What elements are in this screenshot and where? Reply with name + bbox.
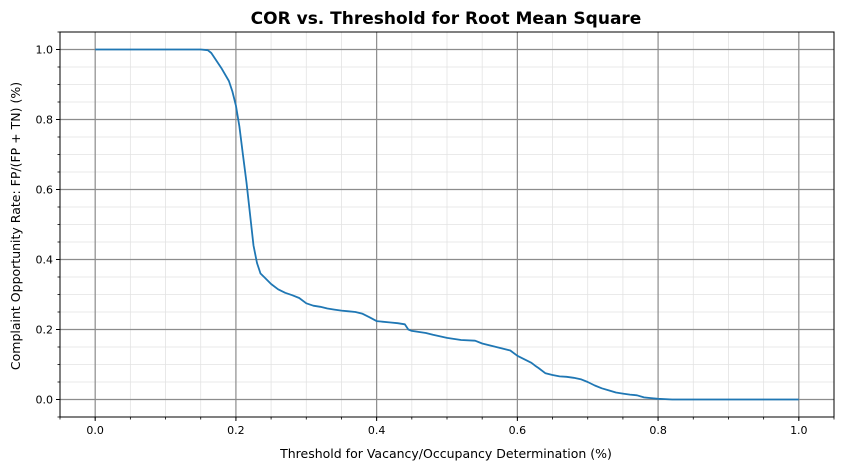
y-axis-label: Complaint Opportunity Rate: FP/(FP + TN)…	[8, 82, 23, 370]
x-axis-label: Threshold for Vacancy/Occupancy Determin…	[279, 446, 612, 461]
x-tick-label: 0.8	[649, 424, 667, 437]
x-tick-label: 0.6	[509, 424, 527, 437]
y-tick-label: 0.0	[36, 394, 54, 407]
ticks: 0.0 0.2 0.4 0.6 0.8 1.0 0.0 0.2 0.4 0.6 0.8 1.0	[36, 31, 835, 437]
x-tick-label: 0.4	[368, 424, 386, 437]
x-tick-label: 0.0	[86, 424, 104, 437]
series-line	[95, 48, 799, 401]
y-tick-label: 1.0	[36, 44, 54, 57]
chart-title: COR vs. Threshold for Root Mean Square	[251, 9, 642, 29]
x-tick-label: 0.2	[227, 424, 245, 437]
series-layer	[95, 48, 799, 401]
y-tick-label: 0.2	[36, 324, 54, 337]
y-tick-label: 0.8	[36, 114, 54, 127]
y-tick-label: 0.4	[36, 254, 54, 267]
x-tick-label: 1.0	[790, 424, 808, 437]
y-tick-label: 0.6	[36, 184, 54, 197]
